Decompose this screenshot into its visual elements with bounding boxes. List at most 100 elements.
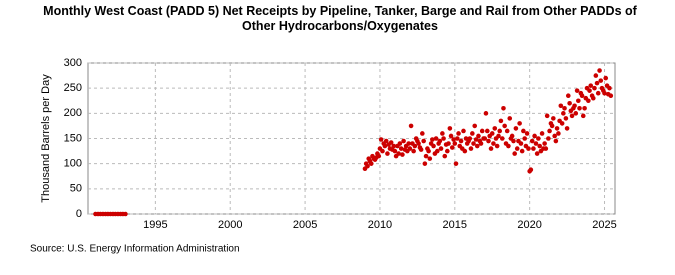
data-point	[458, 138, 464, 144]
data-point	[529, 138, 535, 144]
data-point	[587, 88, 592, 93]
data-point	[378, 137, 384, 142]
data-point	[504, 128, 510, 134]
data-point	[552, 133, 557, 139]
x-tick-label: 2020	[517, 219, 541, 231]
data-point	[473, 137, 479, 142]
data-point	[595, 90, 601, 96]
data-point	[438, 146, 444, 151]
data-point	[536, 136, 541, 141]
y-tick-label: 0	[76, 208, 82, 220]
data-point	[398, 146, 404, 151]
data-point	[569, 113, 575, 119]
data-point	[407, 146, 413, 151]
data-point	[514, 146, 520, 151]
data-point	[401, 138, 406, 144]
data-point	[471, 141, 476, 146]
data-point	[559, 121, 565, 126]
data-point	[383, 138, 389, 144]
data-point	[467, 136, 473, 141]
data-point	[517, 121, 522, 126]
data-point	[376, 153, 382, 159]
data-point	[577, 106, 582, 111]
data-point	[522, 136, 528, 141]
data-point	[492, 126, 498, 131]
x-tick-label: 1995	[143, 219, 167, 231]
data-point	[462, 148, 468, 154]
data-point	[411, 148, 416, 154]
data-point	[489, 131, 495, 136]
data-point	[479, 128, 485, 134]
data-point	[533, 141, 539, 146]
data-point	[576, 98, 581, 104]
data-point	[501, 106, 506, 111]
data-point	[502, 123, 507, 129]
data-point	[497, 128, 503, 134]
data-point	[590, 95, 596, 101]
data-point	[442, 153, 448, 159]
data-point	[512, 151, 517, 156]
data-point	[532, 133, 537, 139]
data-point	[421, 138, 426, 144]
data-point	[478, 141, 484, 146]
data-point	[400, 152, 405, 157]
data-point	[561, 111, 566, 116]
y-axis-label: Thousand Barrels per Day	[40, 74, 52, 203]
data-point	[446, 141, 451, 146]
data-point	[524, 131, 530, 136]
data-point	[556, 131, 561, 136]
data-point	[513, 126, 519, 131]
data-point	[456, 131, 461, 136]
data-point	[385, 151, 390, 156]
data-point	[592, 85, 597, 91]
data-point	[434, 148, 440, 154]
data-point	[573, 111, 579, 116]
data-point	[498, 118, 504, 124]
data-point	[380, 148, 385, 154]
data-point	[496, 133, 501, 139]
data-point	[453, 161, 459, 166]
data-point	[470, 131, 475, 136]
data-point	[397, 141, 403, 146]
data-point	[602, 90, 607, 96]
data-point	[427, 156, 433, 161]
data-point	[542, 141, 547, 146]
data-point	[418, 147, 424, 152]
y-tick-label: 250	[64, 82, 82, 94]
data-point	[558, 103, 564, 109]
data-point	[507, 116, 513, 121]
data-point	[511, 138, 516, 144]
data-point	[431, 143, 436, 149]
y-tick-label: 300	[64, 57, 82, 69]
data-point	[422, 161, 428, 166]
data-point	[598, 78, 604, 83]
data-point	[528, 167, 534, 173]
data-point	[476, 133, 481, 139]
x-tick-label: 2025	[592, 219, 616, 231]
data-point	[426, 148, 431, 154]
data-point	[539, 131, 545, 136]
data-point	[455, 136, 460, 141]
data-point	[396, 151, 401, 156]
data-point	[519, 148, 525, 154]
data-point	[567, 100, 572, 106]
data-point	[562, 106, 567, 111]
data-point	[565, 93, 571, 99]
data-point	[608, 93, 614, 99]
data-point	[554, 126, 560, 131]
data-point	[416, 141, 421, 146]
data-point	[509, 133, 515, 139]
data-point	[452, 141, 458, 146]
data-point	[574, 88, 580, 93]
data-point	[543, 146, 549, 151]
x-tick-label: 2005	[293, 219, 317, 231]
chart-title: Monthly West Coast (PADD 5) Net Receipts…	[43, 4, 637, 33]
x-tick-label: 2000	[218, 219, 242, 231]
data-point	[593, 73, 599, 78]
data-point	[586, 98, 591, 104]
data-point	[388, 140, 394, 145]
data-point	[468, 146, 474, 151]
data-point	[534, 151, 540, 156]
data-point	[472, 123, 478, 129]
